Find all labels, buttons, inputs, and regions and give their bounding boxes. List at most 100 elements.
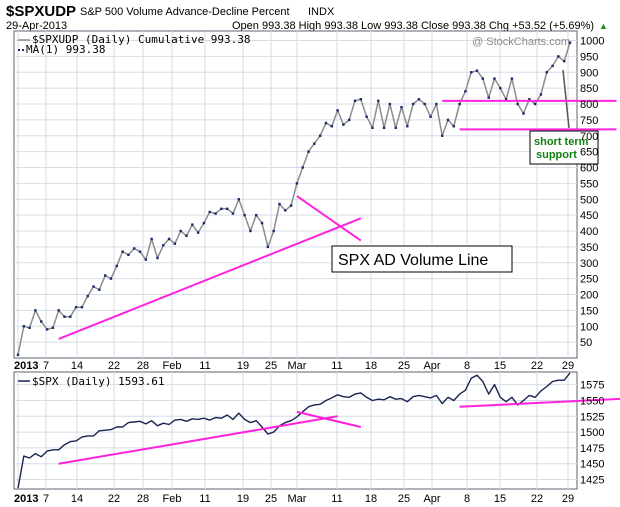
ma-data-point bbox=[278, 202, 281, 206]
ma-data-point bbox=[40, 320, 43, 323]
ma-data-point bbox=[92, 285, 95, 288]
ma-data-point bbox=[493, 77, 496, 80]
title-annotation-box bbox=[331, 245, 513, 273]
title-annotation-text: SPX AD Volume Line bbox=[338, 252, 488, 269]
support-annotation-line1: short term bbox=[534, 136, 589, 148]
ma-data-point bbox=[470, 71, 473, 74]
y-tick-label: 150 bbox=[580, 305, 598, 317]
trend-line bbox=[296, 195, 362, 242]
x-tick-label: 14 bbox=[71, 360, 83, 372]
ma-data-point bbox=[406, 125, 409, 128]
support-pointer-line bbox=[562, 69, 570, 129]
ma-data-point bbox=[545, 71, 548, 74]
watermark: @ StockCharts.com bbox=[472, 36, 570, 48]
x-tick-label: 29 bbox=[562, 360, 574, 372]
ma-data-point bbox=[388, 102, 392, 106]
ma-data-point bbox=[499, 86, 502, 90]
ma-data-point bbox=[28, 326, 31, 330]
x-tick-label: 11 bbox=[199, 493, 210, 505]
ma-data-point bbox=[16, 353, 20, 357]
ma-data-point bbox=[34, 309, 37, 312]
ad-legend-label: $SPXUDP (Daily) Cumulative 993.38 bbox=[32, 33, 251, 46]
ma-data-point bbox=[435, 102, 438, 106]
y-tick-label: 750 bbox=[580, 115, 598, 127]
ma-data-point bbox=[220, 207, 223, 210]
ma-data-point bbox=[69, 315, 72, 318]
chart-description: S&P 500 Volume Advance-Decline Percent bbox=[80, 6, 290, 18]
x-tick-label: 15 bbox=[494, 360, 506, 372]
ma-data-point bbox=[179, 229, 182, 233]
x-tick-label: 7 bbox=[43, 360, 49, 372]
ma-data-point bbox=[225, 207, 229, 210]
x-tick-label: 22 bbox=[531, 493, 543, 505]
x-tick-label: 29 bbox=[562, 493, 574, 505]
ma-data-point bbox=[336, 109, 339, 112]
ma-data-point bbox=[284, 209, 287, 212]
x-tick-label: 28 bbox=[137, 360, 149, 372]
x-tick-label: 7 bbox=[43, 493, 49, 505]
x-tick-label: 19 bbox=[237, 493, 249, 505]
ma-data-point bbox=[371, 126, 374, 130]
trend-line bbox=[296, 410, 362, 428]
y-tick-label: 350 bbox=[580, 242, 598, 254]
x-tick-label: 22 bbox=[108, 360, 120, 372]
ma-data-point bbox=[295, 182, 299, 185]
ma-data-point bbox=[533, 102, 537, 106]
ma-data-point bbox=[568, 41, 572, 44]
x-tick-label: Feb bbox=[163, 360, 182, 372]
y-tick-label: 550 bbox=[580, 178, 598, 190]
ma-data-point bbox=[57, 309, 60, 312]
y-tick-label: 1500 bbox=[580, 427, 604, 439]
ma-data-point bbox=[191, 223, 194, 226]
x-tick-label: 18 bbox=[365, 360, 377, 372]
y-tick-label: 950 bbox=[580, 51, 598, 63]
ma-data-point bbox=[173, 242, 177, 245]
y-tick-label: 250 bbox=[580, 274, 598, 286]
ma-data-point bbox=[22, 325, 26, 328]
ma-data-point bbox=[150, 237, 153, 241]
y-tick-label: 1450 bbox=[580, 459, 604, 471]
ma-legend-swatch bbox=[18, 49, 20, 51]
ma-data-point bbox=[353, 99, 357, 103]
ma-legend-swatch-2 bbox=[22, 49, 24, 51]
ma-data-point bbox=[144, 258, 148, 261]
y-tick-label: 1575 bbox=[580, 380, 604, 392]
x-tick-label: 18 bbox=[365, 493, 377, 505]
ma-data-point bbox=[98, 288, 101, 291]
ma-data-point bbox=[522, 112, 525, 115]
y-tick-label: 50 bbox=[580, 337, 592, 349]
ma-data-point bbox=[510, 77, 514, 80]
ma-data-point bbox=[487, 96, 490, 99]
ma-data-point bbox=[307, 150, 310, 153]
x-tick-label: 14 bbox=[71, 493, 83, 505]
ma-data-point bbox=[464, 90, 467, 93]
ma-data-point bbox=[382, 126, 386, 130]
y-tick-label: 1475 bbox=[580, 443, 604, 455]
x-tick-label: 22 bbox=[108, 493, 120, 505]
ma-data-point bbox=[138, 250, 142, 253]
y-tick-label: 1550 bbox=[580, 395, 604, 407]
x-tick-label: 2013 bbox=[14, 360, 38, 372]
ma-data-point bbox=[109, 277, 113, 280]
ma-data-point bbox=[562, 59, 566, 63]
chg-up-arrow-icon: ▲ bbox=[599, 21, 608, 31]
x-tick-label: 11 bbox=[199, 360, 210, 372]
ma-data-point bbox=[411, 102, 415, 106]
ma-data-point bbox=[115, 264, 118, 268]
ma-data-point bbox=[516, 102, 519, 106]
x-tick-label: 25 bbox=[398, 360, 410, 372]
x-tick-label: Mar bbox=[288, 360, 307, 372]
x-tick-label: 2013 bbox=[14, 493, 38, 505]
ma-data-point bbox=[539, 93, 543, 96]
ma-data-point bbox=[551, 64, 554, 68]
ad-legend: $SPXUDP (Daily) Cumulative 993.38 MA(1) … bbox=[18, 33, 251, 56]
ma-data-point bbox=[557, 55, 560, 58]
ma-data-point bbox=[348, 118, 351, 122]
x-tick-label: 28 bbox=[137, 493, 149, 505]
ma-data-point bbox=[324, 121, 328, 125]
ma-data-point bbox=[86, 294, 89, 298]
x-tick-label: Mar bbox=[288, 493, 307, 505]
chart-ohlc: Open 993.38 High 993.38 Low 993.38 Close… bbox=[232, 20, 594, 32]
